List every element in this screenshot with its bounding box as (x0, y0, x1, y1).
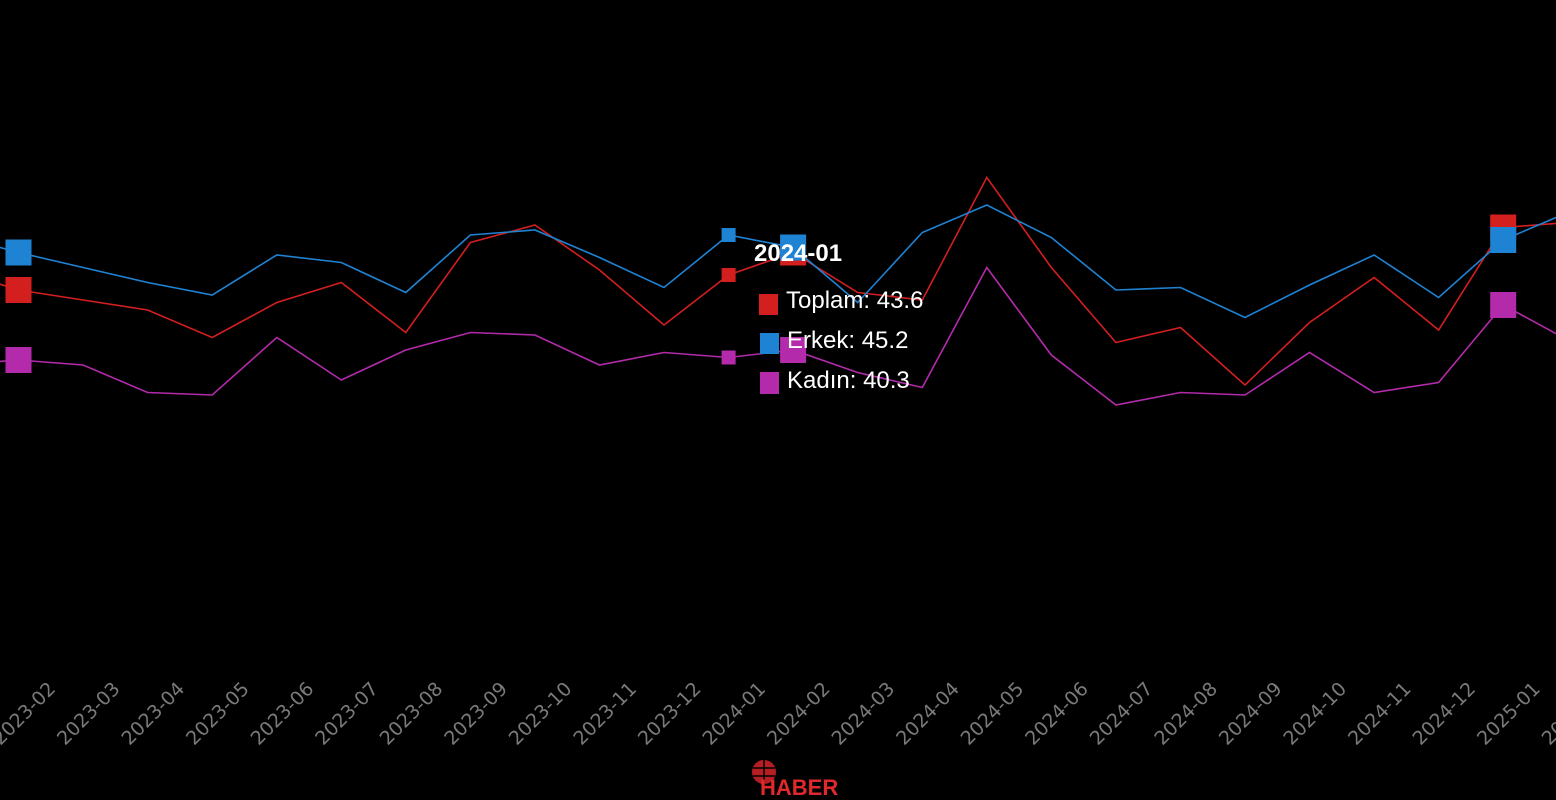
series-markers (5, 214, 1517, 373)
tooltip-swatch-toplam (759, 294, 778, 315)
x-tick-label-2024-12: 2024-12 (1408, 678, 1480, 750)
series-line-erkek (0, 204, 1556, 319)
tooltip-row-toplam: Toplam: 43.6 (759, 287, 923, 315)
x-tick-label-2024-04: 2024-04 (892, 678, 964, 750)
point-kadin-2023-02[interactable] (5, 347, 32, 373)
x-tick-label-2024-10: 2024-10 (1279, 678, 1351, 750)
point-kadin-2024-02[interactable] (780, 337, 807, 363)
x-tick-label-2024-01: 2024-01 (698, 678, 770, 750)
tooltip-title: 2024-01 (754, 240, 842, 267)
logo-text: HABER (760, 775, 838, 800)
point-erkek-2024-01[interactable] (721, 228, 736, 242)
x-tick-label-2024-05: 2024-05 (957, 678, 1029, 750)
x-axis-tick-labels: 2023-012023-022023-032023-042023-052023-… (0, 678, 1556, 750)
point-kadin-2025-01[interactable] (1490, 292, 1517, 318)
x-tick-label-2024-08: 2024-08 (1150, 678, 1222, 750)
point-toplam-2024-01[interactable] (721, 268, 736, 282)
tooltip-label-kadin: Kadın: 40.3 (787, 367, 910, 394)
tooltip-label-toplam: Toplam: 43.6 (786, 287, 923, 314)
tooltip-row-erkek: Erkek: 45.2 (760, 327, 908, 354)
point-erkek-2024-02[interactable] (780, 234, 807, 261)
x-tick-label-2023-03: 2023-03 (53, 678, 125, 750)
tooltip-swatch-kadin (760, 372, 779, 394)
x-tick-label-2024-02: 2024-02 (763, 678, 835, 750)
tooltip-swatch-erkek (760, 333, 779, 354)
point-erkek-2023-02[interactable] (5, 239, 32, 266)
x-tick-label-2024-03: 2024-03 (828, 678, 900, 750)
x-tick-label-2023-05: 2023-05 (182, 678, 254, 750)
x-tick-label-2025-01: 2025-01 (1473, 678, 1545, 750)
x-tick-label-2024-07: 2024-07 (1086, 678, 1158, 750)
x-tick-label-2023-12: 2023-12 (634, 678, 706, 750)
x-tick-label-2023-11: 2023-11 (569, 678, 641, 750)
x-tick-label-2023-02: 2023-02 (0, 678, 60, 750)
tooltip-label-erkek: Erkek: 45.2 (787, 327, 908, 354)
x-tick-label-2023-10: 2023-10 (505, 678, 577, 750)
x-tick-label-2023-07: 2023-07 (311, 678, 383, 750)
x-tick-label-2023-09: 2023-09 (440, 678, 512, 750)
x-tick-label-2023-08: 2023-08 (376, 678, 448, 750)
point-kadin-2024-01[interactable] (721, 350, 736, 365)
x-tick-label-2024-11: 2024-11 (1344, 678, 1416, 750)
x-tick-label-2023-06: 2023-06 (247, 678, 319, 750)
haber-logo: HABER (752, 760, 838, 800)
x-tick-label-2024-09: 2024-09 (1215, 678, 1287, 750)
tooltip: 2024-01 Toplam: 43.6 Erkek: 45.2 Kadın: … (754, 240, 923, 394)
tooltip-row-kadin: Kadın: 40.3 (760, 367, 910, 394)
x-tick-label-2024-06: 2024-06 (1021, 678, 1093, 750)
x-tick-label-2023-04: 2023-04 (117, 678, 189, 750)
point-toplam-2023-02[interactable] (5, 277, 32, 303)
series-lines (0, 175, 1556, 406)
x-tick-label-2025-02: 2025-02 (1538, 678, 1556, 750)
series-line-toplam (0, 175, 1556, 387)
point-erkek-2025-01[interactable] (1490, 227, 1517, 253)
